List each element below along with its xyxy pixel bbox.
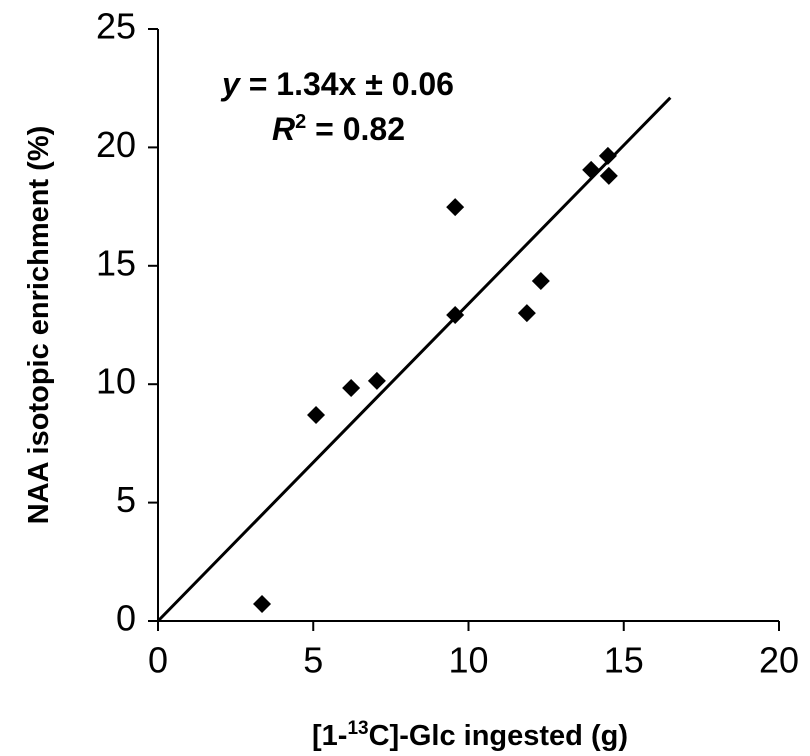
- y-tick-label: 10: [96, 361, 136, 402]
- marker: [517, 304, 536, 323]
- annotation-text: = 1.34x ± 0.06: [240, 66, 454, 102]
- y-tick-label: 0: [116, 598, 136, 639]
- y-axis-label: NAA isotopic enrichment (%): [23, 126, 55, 525]
- x-label-sup: 13: [347, 718, 368, 739]
- annotation-var: R: [272, 111, 295, 147]
- x-tick-label: 0: [148, 640, 168, 681]
- marker: [582, 160, 601, 179]
- annotation: R2 = 0.82: [272, 111, 405, 147]
- marker: [598, 146, 617, 165]
- y-tick-label: 5: [116, 479, 136, 520]
- marker: [253, 594, 272, 613]
- annotation: y = 1.34x ± 0.06: [220, 66, 454, 102]
- x-label-part: C]-Glc ingested (g): [369, 720, 628, 752]
- y-tick-label: 15: [96, 242, 136, 283]
- x-axis-label: [1-13C]-Glc ingested (g): [312, 718, 628, 752]
- x-tick-label: 20: [759, 640, 799, 681]
- annotation-sup: 2: [295, 111, 306, 133]
- x-tick-label: 5: [303, 640, 323, 681]
- annotation-text: = 0.82: [306, 111, 405, 147]
- y-tick-label: 20: [96, 124, 136, 165]
- annotation-var: y: [220, 66, 242, 102]
- x-tick-label: 15: [604, 640, 644, 681]
- marker: [446, 198, 465, 217]
- x-tick-label: 10: [448, 640, 488, 681]
- marker: [446, 306, 465, 325]
- marker: [307, 405, 326, 424]
- marker: [367, 371, 386, 390]
- marker: [531, 271, 550, 290]
- marker: [342, 378, 361, 397]
- marker: [599, 166, 618, 185]
- fit-line: [156, 96, 672, 623]
- y-tick-label: 25: [96, 6, 136, 47]
- x-label-part: [1-: [312, 720, 347, 752]
